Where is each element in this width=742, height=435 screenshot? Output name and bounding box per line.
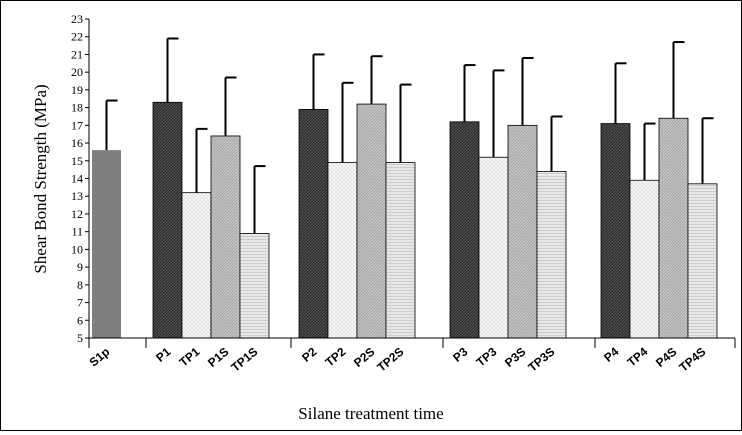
y-tick-label: 14 [71,172,83,186]
bar-TP2 [327,162,358,339]
bar-TP4 [629,179,660,339]
y-tick-label: 18 [71,101,83,115]
y-tick-label: 21 [71,47,83,61]
x-tick-label: P1S [205,345,231,370]
bar-P4S [658,117,689,339]
bar-TP1S [239,233,270,339]
bar-TP3S [536,171,567,339]
bar-P1 [152,101,183,339]
bar-TP1 [181,192,212,339]
x-tick-label: TP4S [676,345,708,375]
y-tick-label: 11 [71,225,83,239]
bar-P3 [449,121,480,339]
x-tick-label: TP2S [374,345,406,375]
bar-TP3 [478,156,509,339]
x-tick-label: P1 [153,344,173,364]
x-tick-label: S1p [87,345,113,370]
bar-P1S [210,135,241,339]
x-tick-label: TP1 [177,344,203,369]
y-tick-label: 9 [77,260,83,274]
y-tick-label: 8 [77,278,83,292]
x-tick-label: P4S [653,345,679,370]
y-tick-label: 19 [71,83,83,97]
y-tick-label: 13 [71,189,83,203]
y-tick-label: 23 [71,12,83,26]
x-axis-title: Silane treatment time [298,404,443,423]
y-tick-label: 20 [71,65,83,79]
bar-P2S [356,103,387,339]
y-tick-label: 7 [77,296,83,310]
x-tick-label: P2 [299,344,319,364]
bar-TP4S [687,183,718,339]
y-tick-label: 6 [77,313,83,327]
bar-TP2S [385,162,416,339]
y-tick-label: 12 [71,207,83,221]
bar-P3S [507,124,538,339]
y-tick-label: 22 [71,30,83,44]
y-tick-label: 15 [71,154,83,168]
y-axis: 5 6 7 8 9 10 11 12 13 14 15 16 17 18 19 20 21 22 23 [71,12,90,345]
y-tick-label: 5 [77,331,83,345]
x-tick-label: P2S [351,345,377,370]
bar-P4 [600,123,631,339]
x-tick-label: TP3 [474,344,500,369]
y-tick-label: 10 [71,242,83,256]
bar-P2 [298,108,329,339]
x-tick-label: P4 [601,344,621,364]
y-axis-title: Shear Bond Strength (MPa) [31,84,50,273]
x-tick-label: TP1S [228,345,260,375]
x-tick-label: P3S [502,345,528,370]
x-tick-label: TP2 [323,344,349,369]
bars-layer [92,37,718,339]
x-tick-label: P3 [450,344,470,364]
x-tick-label: TP3S [525,345,557,375]
y-tick-label: 16 [71,136,83,150]
bar-S1p [92,150,121,338]
x-tick-label: TP4 [625,344,651,369]
y-tick-label: 17 [71,118,83,132]
